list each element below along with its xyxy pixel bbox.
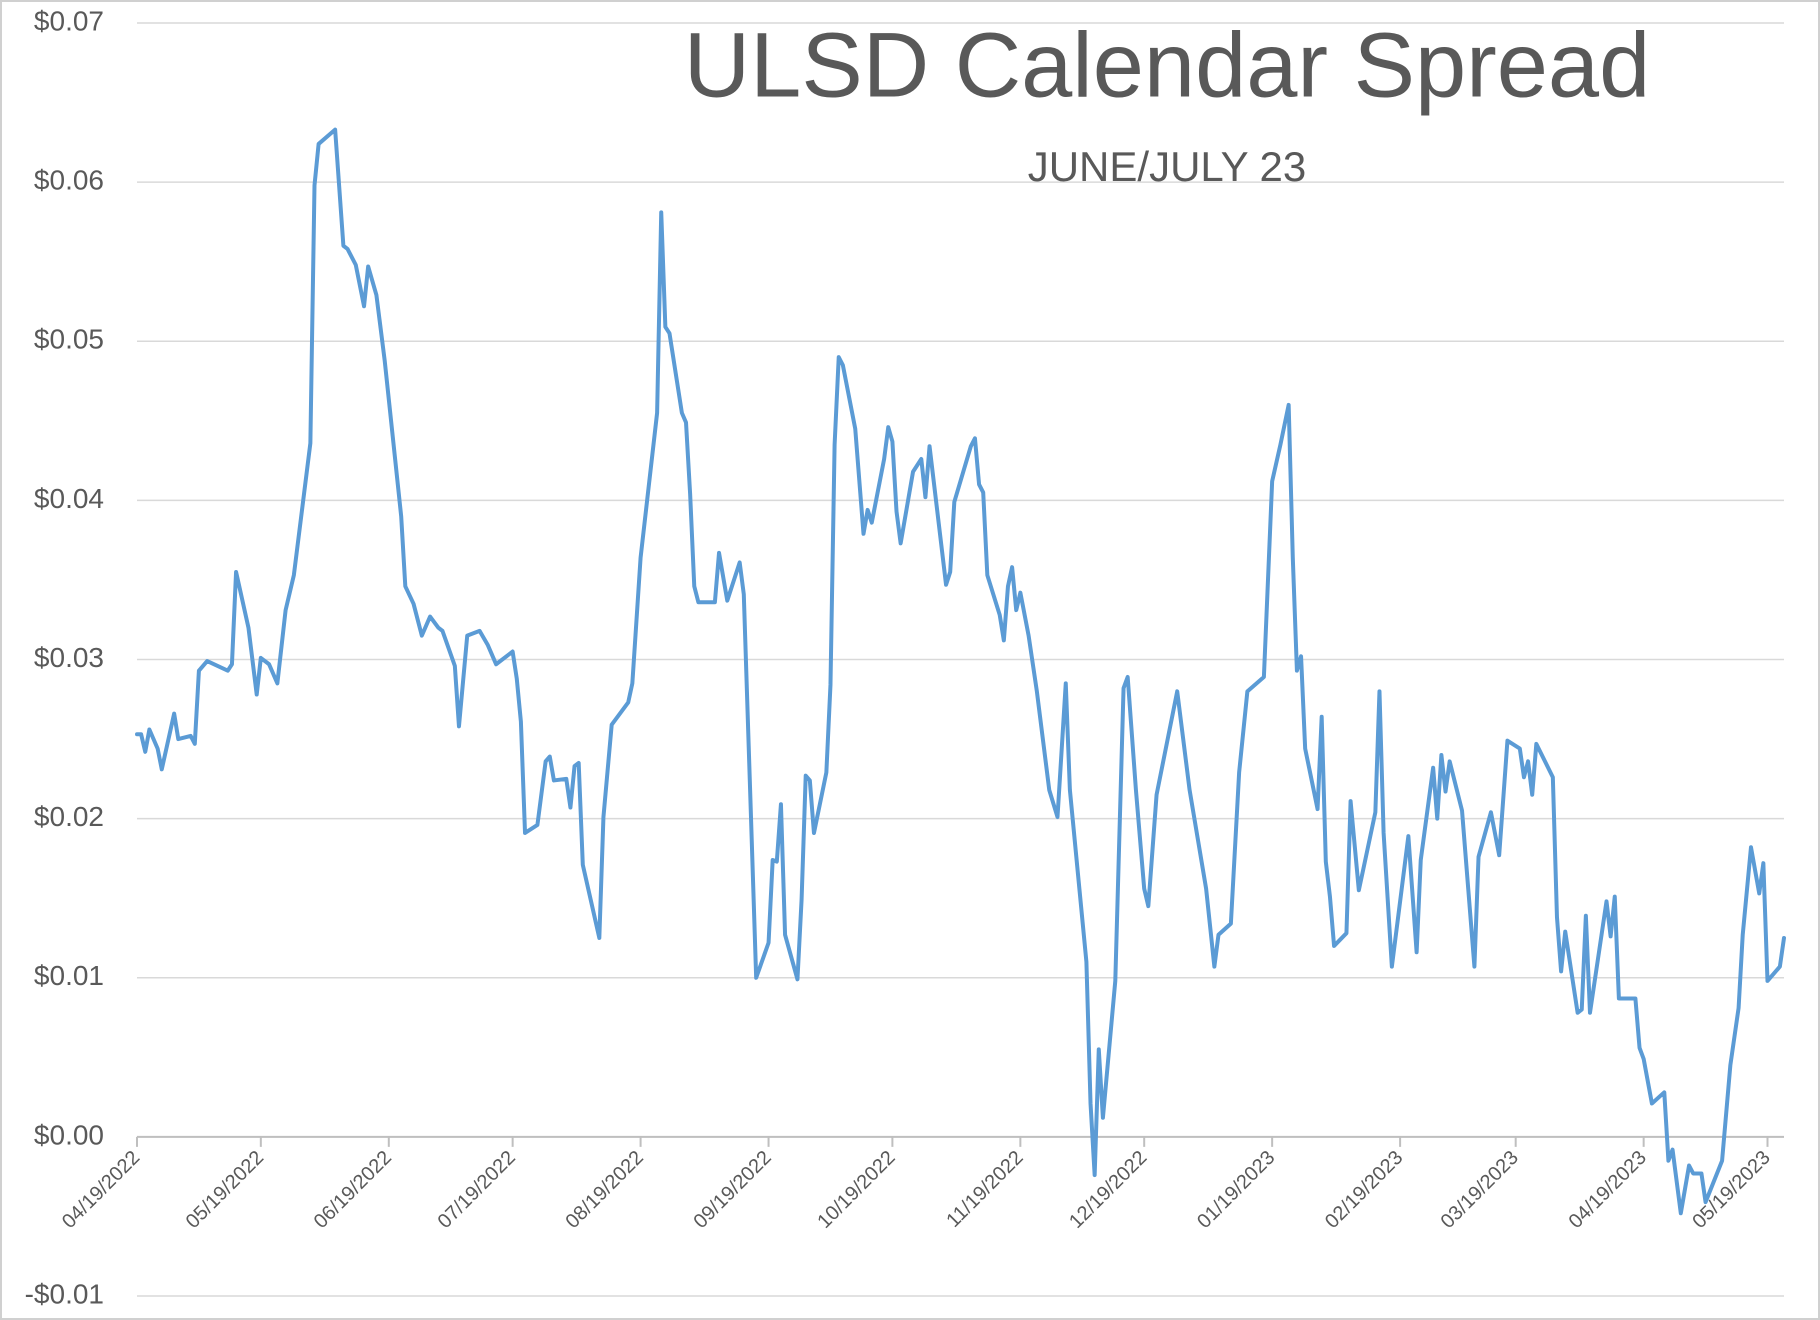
y-tick-label: $0.07 [34, 5, 104, 36]
chart-title: ULSD Calendar Spread [684, 14, 1651, 116]
chart-subtitle: JUNE/JULY 23 [1028, 143, 1307, 190]
y-tick-label: $0.00 [34, 1119, 104, 1150]
data-line [135, 127, 1786, 1216]
y-tick-label: $0.01 [34, 960, 104, 991]
y-tick-label: $0.05 [34, 324, 104, 355]
y-tick-label: -$0.01 [25, 1278, 104, 1309]
y-tick-label: $0.03 [34, 642, 104, 673]
y-tick-label: $0.02 [34, 801, 104, 832]
y-tick-label: $0.04 [34, 483, 104, 514]
y-tick-label: $0.06 [34, 165, 104, 196]
